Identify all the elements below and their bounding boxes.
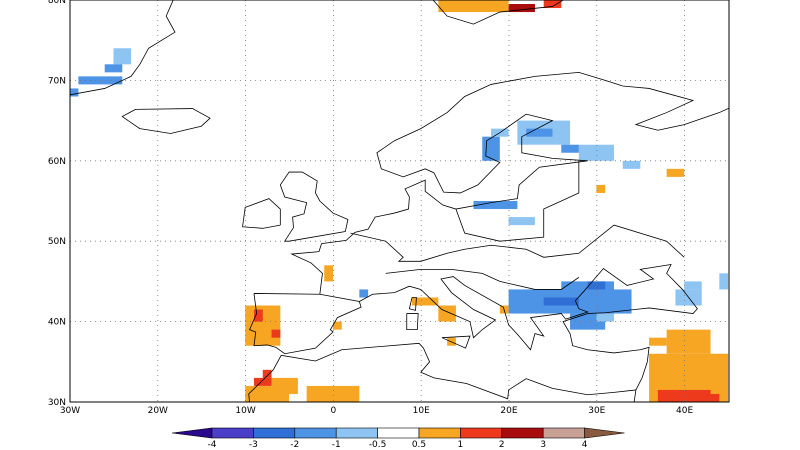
anomaly-cell <box>438 0 509 13</box>
anomaly-cell <box>104 64 123 73</box>
anomaly-cell <box>473 201 518 210</box>
anomaly-cell <box>543 297 579 306</box>
coastline <box>279 171 349 242</box>
coastline <box>441 335 471 349</box>
lon-label: 30W <box>60 406 80 416</box>
coastline <box>408 297 417 311</box>
anomaly-cell <box>438 305 456 322</box>
anomaly-cell <box>561 144 579 153</box>
lon-label: 10W <box>235 406 255 416</box>
anomaly-cell <box>666 168 685 177</box>
anomaly-cell <box>692 393 720 402</box>
anomaly-cell <box>324 265 333 282</box>
colorbar-swatch <box>418 427 461 439</box>
colorbar-label: -4 <box>208 440 217 450</box>
anomaly-cell <box>262 369 272 378</box>
coastline <box>248 342 636 402</box>
anomaly-cells <box>70 0 729 402</box>
anomaly-cell <box>359 289 369 298</box>
lat-label: 70N <box>48 76 66 86</box>
lon-label: 40E <box>676 406 693 416</box>
anomaly-cell <box>719 273 729 290</box>
anomaly-cell <box>578 144 614 161</box>
lon-label: 20E <box>500 406 517 416</box>
anomaly-cell <box>113 48 132 65</box>
anomaly-cell <box>508 4 535 13</box>
coastline <box>121 108 211 134</box>
colorbar-label: -3 <box>249 440 258 450</box>
lon-label: 30E <box>588 406 605 416</box>
anomaly-cell <box>622 160 641 169</box>
anomaly-cell <box>543 0 562 9</box>
anomaly-cell <box>253 377 272 386</box>
colorbar-swatch <box>542 427 585 439</box>
graticule <box>70 0 729 402</box>
colorbar-swatch <box>211 427 254 439</box>
anomaly-cell <box>508 217 535 226</box>
colorbar-label: -1 <box>332 440 341 450</box>
colorbar-label: 3 <box>540 440 546 450</box>
coastline <box>385 268 580 290</box>
colorbar-swatch <box>501 427 544 439</box>
coastline <box>242 198 281 229</box>
anomaly-cell <box>271 377 298 394</box>
lat-label: 80N <box>48 0 66 6</box>
lat-label: 40N <box>48 318 66 328</box>
anomaly-cell <box>306 385 360 402</box>
lon-label: 20W <box>148 406 168 416</box>
lat-label: 50N <box>48 237 66 247</box>
coastline <box>290 71 729 295</box>
anomaly-cell <box>412 297 439 306</box>
anomaly-cell <box>70 88 79 97</box>
map-frame <box>69 0 730 403</box>
coastline <box>249 293 362 355</box>
anomaly-cell <box>253 309 263 322</box>
anomaly-cell <box>596 184 606 193</box>
coastline <box>350 224 685 262</box>
coastline <box>455 160 580 242</box>
coastline <box>432 0 565 25</box>
lat-label: 30N <box>48 398 66 408</box>
colorbar-swatch <box>377 427 420 439</box>
anomaly-cell <box>333 321 342 330</box>
colorbar-swatch <box>294 427 337 439</box>
colorbar-swatch <box>335 427 378 439</box>
anomaly-cell <box>649 337 667 346</box>
lon-label: 10E <box>413 406 430 416</box>
anomaly-cell <box>684 281 702 290</box>
coastlines <box>70 0 729 402</box>
colorbar-label: -0.5 <box>369 440 387 450</box>
colorbar-label: 4 <box>582 440 588 450</box>
anomaly-cell <box>526 128 553 137</box>
colorbar-swatch <box>253 427 296 439</box>
anomaly-cell <box>596 313 614 322</box>
colorbar-label: -2 <box>290 440 299 450</box>
coastline <box>70 0 176 96</box>
colorbar: -4 -3 -2 -1 -0.5 0.5 1 2 3 4 <box>171 427 625 450</box>
anomaly-cell <box>271 329 281 338</box>
lat-label: 60N <box>48 157 66 167</box>
coastline <box>406 313 419 331</box>
colorbar-label: 0.5 <box>412 440 426 450</box>
colorbar-label: 2 <box>499 440 505 450</box>
anomaly-cell <box>666 329 711 354</box>
coastline <box>359 264 698 402</box>
colorbar-swatch <box>460 427 503 439</box>
colorbar-label: 1 <box>458 440 464 450</box>
anomaly-cell <box>482 136 500 161</box>
colorbar-end-high <box>584 427 625 439</box>
lon-label: 0 <box>331 406 337 416</box>
